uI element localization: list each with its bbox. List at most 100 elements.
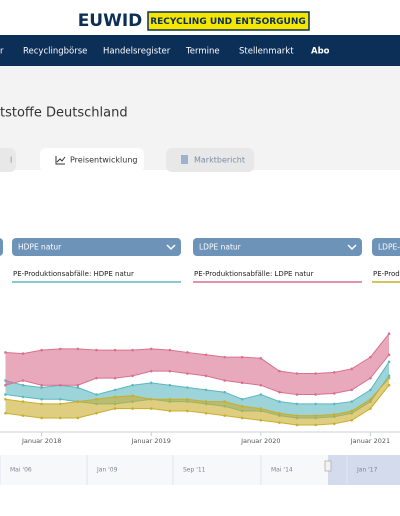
dropdown[interactable] <box>372 238 400 256</box>
point <box>95 348 98 352</box>
point <box>168 383 172 387</box>
tab-label[interactable]: Preisentwicklung <box>70 156 137 165</box>
point <box>95 397 98 401</box>
navigator-label: Jan '17 <box>356 467 378 474</box>
point <box>113 388 117 392</box>
point <box>369 376 372 380</box>
point <box>131 407 134 410</box>
x-tick-label: Januar 2021 <box>350 437 390 445</box>
navigator-selection[interactable] <box>328 455 400 485</box>
nav-item[interactable]: Recyclingbörse <box>23 47 87 57</box>
content: EUWID RECYCLING UND ENTSORGUNG r Recyclin… <box>0 11 400 485</box>
point <box>332 413 336 416</box>
point <box>186 372 189 375</box>
point <box>223 379 226 382</box>
x-tick-label: Januar 2020 <box>240 437 280 445</box>
point <box>149 369 153 373</box>
nav-item[interactable]: Abo <box>311 47 330 57</box>
tab[interactable] <box>0 148 16 172</box>
point <box>186 409 189 413</box>
point <box>387 376 391 380</box>
point <box>223 355 226 359</box>
point <box>21 395 25 399</box>
nav-item[interactable]: Stellenmarkt <box>239 47 294 57</box>
dropdown-label[interactable]: LDPE natur <box>199 243 242 252</box>
point <box>21 414 25 417</box>
point <box>332 402 336 406</box>
range-band <box>5 378 390 425</box>
point <box>240 416 244 420</box>
point <box>40 386 43 389</box>
nav-items: r Recyclingbörse Handelsregister Termine Ste… <box>0 47 330 57</box>
point <box>295 423 299 427</box>
point <box>149 381 153 385</box>
tab-label[interactable]: Marktbericht <box>194 156 245 165</box>
logo[interactable]: EUWID <box>78 11 143 31</box>
point <box>295 372 299 375</box>
point <box>259 356 263 360</box>
point <box>21 352 25 355</box>
point <box>21 383 25 387</box>
point <box>204 353 208 357</box>
point <box>369 388 372 392</box>
point <box>168 409 172 413</box>
dropdown[interactable] <box>12 238 181 256</box>
nav-item[interactable]: Termine <box>185 47 220 57</box>
point <box>58 347 62 351</box>
point <box>40 397 43 401</box>
point <box>204 400 208 403</box>
point <box>350 388 354 392</box>
legend-entry[interactable]: PE-Produktionsabfälle: <box>373 270 400 278</box>
point <box>387 383 391 387</box>
point <box>76 386 80 389</box>
point <box>95 376 98 380</box>
navigator-handle[interactable] <box>324 460 332 472</box>
doc-icon <box>181 155 188 164</box>
nav-bar <box>0 35 400 66</box>
point <box>369 407 372 410</box>
point <box>350 419 354 422</box>
point <box>369 397 372 401</box>
point <box>168 348 172 352</box>
point <box>259 393 263 396</box>
point <box>278 400 281 403</box>
x-tick-label: Januar 2019 <box>131 437 171 445</box>
x-tick-label: Januar 2018 <box>21 437 61 445</box>
tab-active[interactable] <box>40 148 144 172</box>
point <box>223 414 226 417</box>
point <box>314 414 317 417</box>
point <box>278 421 281 424</box>
point <box>314 372 317 375</box>
point <box>58 397 62 401</box>
dropdown[interactable] <box>0 238 3 256</box>
nav-item[interactable]: r <box>0 47 4 57</box>
point <box>314 402 317 406</box>
range-low-line <box>5 354 390 396</box>
point <box>4 393 7 396</box>
point <box>76 400 80 403</box>
point <box>168 397 172 401</box>
point <box>186 386 189 389</box>
dropdown-label[interactable]: LDPE-F <box>378 243 400 252</box>
point <box>149 397 153 401</box>
legend-entry[interactable]: PE-Produktionsabfälle: HDPE natur <box>13 270 134 278</box>
tab[interactable] <box>166 148 254 172</box>
navigator-label: Mai '06 <box>10 467 32 474</box>
navigator-axis: Mai '06 Jan '09 Sep '11 Mai '14 Jan '17 <box>0 455 378 485</box>
legend-entry[interactable]: PE-Produktionsabfälle: LDPE natur <box>194 270 314 278</box>
dropdown-label[interactable]: HDPE natur <box>18 243 62 252</box>
point <box>21 379 25 382</box>
point <box>4 383 7 387</box>
point <box>332 392 336 395</box>
point <box>204 388 208 392</box>
point <box>369 355 372 359</box>
chart: Januar 2018 Januar 2019 Januar 2020 Januar … <box>0 332 400 445</box>
logo-tag-box <box>147 11 310 31</box>
dropdown[interactable] <box>193 238 362 256</box>
point <box>76 347 80 351</box>
tab-label[interactable]: l <box>10 156 12 165</box>
point <box>40 416 43 420</box>
point <box>113 395 117 399</box>
nav-item[interactable]: Handelsregister <box>103 47 171 57</box>
point <box>204 411 208 415</box>
